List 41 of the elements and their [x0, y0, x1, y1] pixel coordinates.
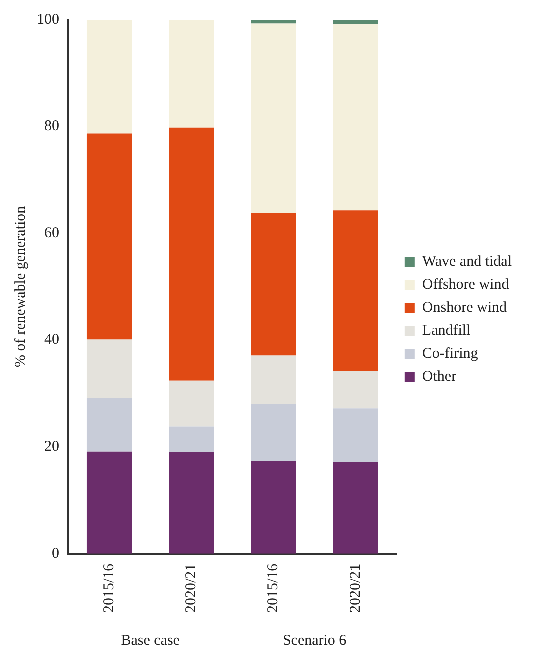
bar: [86, 340, 132, 398]
y-tick-label: 60: [44, 225, 60, 242]
legend-label: Co-firing: [422, 346, 479, 362]
bar: [86, 398, 132, 452]
text: Base case: [121, 633, 180, 649]
text: Scenario 6: [282, 633, 348, 649]
bar: [333, 408, 378, 463]
bar: [333, 24, 378, 211]
bar: [86, 20, 132, 134]
bar: [251, 20, 296, 24]
x-tick-label: 2015/16: [266, 563, 282, 614]
bar: [169, 452, 214, 554]
bar: [333, 462, 378, 554]
legend-label: Onshore wind: [422, 300, 508, 316]
x-tick-label: 2020/21: [184, 564, 200, 614]
y-tick-label: 100: [37, 12, 60, 28]
y-axis-title: % of renewable generation: [12, 206, 29, 368]
y-tick-label: 0: [52, 546, 60, 562]
bar: [86, 452, 132, 554]
legend-label: Offshore wind: [422, 276, 510, 293]
legend-label: Other: [422, 368, 457, 385]
bar: [251, 460, 296, 554]
x-tick-label: 2015/16: [101, 563, 118, 614]
x-tick-label: 2020/21: [348, 564, 364, 614]
bar: [333, 20, 378, 24]
y-tick-label: 40: [44, 332, 60, 348]
bar: [333, 210, 378, 372]
bar: [169, 380, 214, 427]
legend-label: Landfill: [422, 322, 471, 339]
bar: [169, 20, 214, 128]
bar: [251, 404, 296, 461]
bar: [251, 213, 296, 356]
bar: [333, 371, 378, 409]
y-tick-label: 20: [44, 439, 60, 456]
bar: [169, 426, 214, 452]
bar: [251, 24, 296, 214]
bar: [86, 134, 132, 340]
legend-label: Wave and tidal: [422, 254, 512, 270]
bar: [251, 356, 296, 404]
y-tick-label: 80: [44, 118, 60, 135]
bar: [169, 128, 214, 381]
